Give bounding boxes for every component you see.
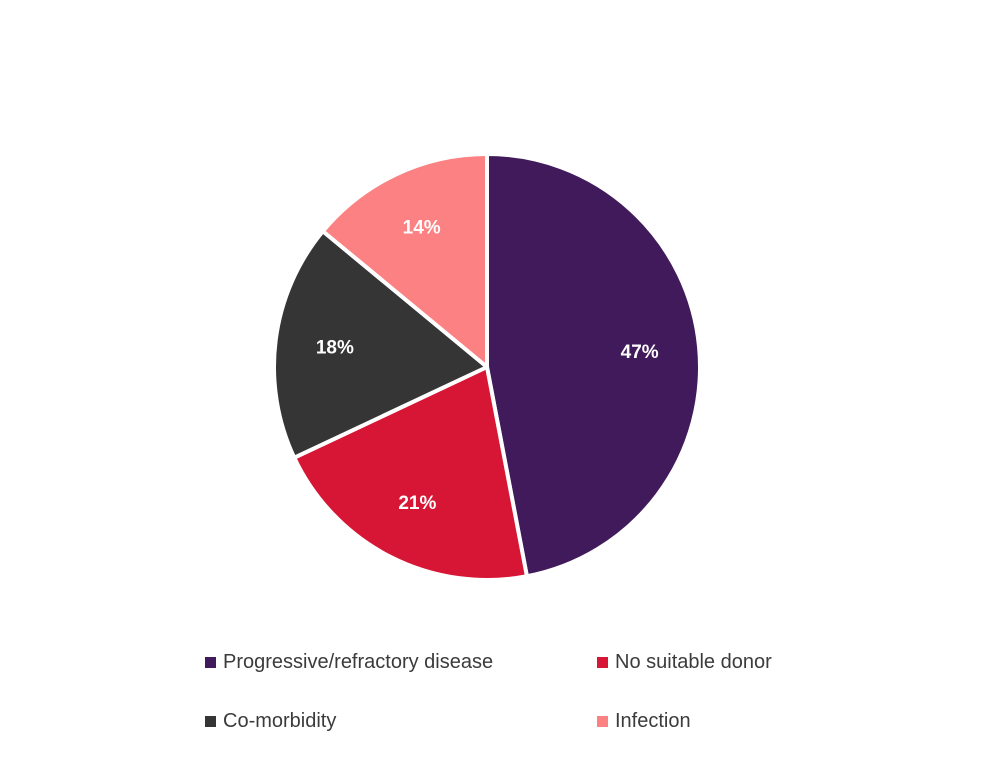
slice-data-label-no-suitable-donor: 21% xyxy=(398,493,436,514)
labels-group: 47% 21% 18% 14% xyxy=(316,218,659,514)
pie-slice-co-morbidity xyxy=(272,229,489,460)
legend-item-infection: Infection xyxy=(597,707,845,735)
legend-swatch xyxy=(597,656,608,668)
legend: Progressive/refractory disease No suitab… xyxy=(205,648,845,735)
legend-item-no-suitable-donor: No suitable donor xyxy=(597,648,845,676)
legend-swatch xyxy=(205,656,216,668)
legend-label: Progressive/refractory disease xyxy=(223,650,494,673)
legend-label: Co-morbidity xyxy=(223,709,337,732)
legend-label: Infection xyxy=(615,709,691,732)
legend-item-progressive-refractory-disease: Progressive/refractory disease xyxy=(205,648,597,676)
legend-swatch xyxy=(205,715,216,727)
legend-label: No suitable donor xyxy=(615,650,772,673)
legend-swatch xyxy=(597,715,608,727)
slice-data-label-progressive-refractory-disease: 47% xyxy=(621,342,659,363)
pie-slice-no-suitable-donor xyxy=(292,365,529,582)
slice-data-label-infection: 14% xyxy=(403,218,441,239)
pie-slice-progressive-refractory-disease xyxy=(485,152,702,579)
slices-group xyxy=(272,152,702,582)
pie-slice-infection xyxy=(320,152,489,369)
slice-data-label-co-morbidity: 18% xyxy=(316,337,354,358)
legend-item-co-morbidity: Co-morbidity xyxy=(205,707,597,735)
